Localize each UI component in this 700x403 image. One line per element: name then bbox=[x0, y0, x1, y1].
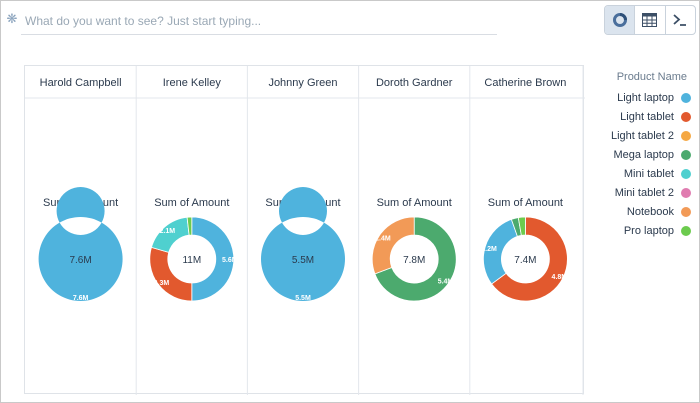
legend-title: Product Name bbox=[616, 71, 687, 83]
donut-total: 11M bbox=[182, 255, 201, 266]
slice-label: 2.1M bbox=[160, 228, 176, 235]
donut-total: 5.5M bbox=[292, 255, 314, 266]
donut-slice[interactable] bbox=[491, 216, 568, 302]
donut-slice[interactable] bbox=[38, 187, 123, 301]
slice-label: 2.2M bbox=[481, 246, 497, 253]
legend-swatch bbox=[681, 169, 691, 179]
legend-swatch bbox=[681, 206, 691, 217]
donut-slice[interactable] bbox=[186, 216, 193, 236]
slice-label: 5.4M bbox=[438, 279, 454, 286]
column-header: Doroth Gardner bbox=[376, 77, 453, 89]
legend-item-label: Light tablet 2 bbox=[611, 130, 674, 143]
chart-panel: Harold Campbell Sum of Amount 7.6M 7.6M Iren… bbox=[24, 65, 585, 395]
legend-swatch bbox=[681, 150, 691, 161]
measure-label: Sum of Amount bbox=[488, 197, 563, 209]
legend-item-label: Mini tablet 2 bbox=[614, 186, 674, 199]
legend-item-label: Light tablet bbox=[620, 111, 674, 124]
legend: Product Name Light laptop Light tablet Lig… bbox=[591, 65, 691, 240]
donut-slice[interactable] bbox=[260, 187, 345, 301]
slice-label: 7.6M bbox=[73, 295, 89, 302]
donut-total: 7.6M bbox=[69, 255, 91, 266]
slice-label: 2.4M bbox=[375, 235, 391, 242]
column-header: Irene Kelley bbox=[163, 77, 222, 89]
donut-total: 7.8M bbox=[403, 255, 425, 266]
legend-item[interactable]: Mini tablet 2 bbox=[591, 183, 691, 202]
legend-swatch bbox=[681, 225, 691, 236]
donut-chart-icon bbox=[612, 13, 627, 27]
legend-item[interactable]: Notebook bbox=[591, 202, 691, 221]
legend-swatch bbox=[681, 187, 691, 198]
donut-slice[interactable] bbox=[191, 216, 235, 302]
search-bar: ❋ bbox=[1, 1, 699, 41]
view-toggle bbox=[604, 5, 696, 35]
donut-view-button[interactable] bbox=[605, 6, 636, 34]
donut-slice[interactable] bbox=[517, 216, 526, 236]
terminal-icon bbox=[673, 14, 687, 26]
measure-label: Sum of Amount bbox=[154, 197, 229, 209]
legend-swatch bbox=[681, 93, 691, 104]
legend-item[interactable]: Light tablet 2 bbox=[591, 127, 691, 146]
donut-chart-grid: Harold Campbell Sum of Amount 7.6M 7.6M Iren… bbox=[25, 66, 585, 395]
table-view-button[interactable] bbox=[635, 6, 666, 34]
slice-label: 5.5M bbox=[295, 295, 311, 302]
legend-item[interactable]: Mini tablet bbox=[591, 165, 691, 184]
donut-slice[interactable] bbox=[374, 216, 457, 302]
column-header: Catherine Brown bbox=[484, 77, 566, 89]
column-header: Johnny Green bbox=[268, 77, 337, 89]
slice-label: 4.8M bbox=[552, 274, 568, 281]
query-view-button[interactable] bbox=[666, 6, 695, 34]
legend-item[interactable]: Light laptop bbox=[591, 89, 691, 108]
table-grid-icon bbox=[642, 13, 658, 27]
legend-item[interactable]: Mega laptop bbox=[591, 146, 691, 165]
sparkle-icon: ❋ bbox=[6, 11, 18, 26]
legend-swatch bbox=[681, 131, 691, 142]
legend-swatch bbox=[681, 112, 691, 123]
slice-label: 3.3M bbox=[154, 280, 170, 287]
donut-slice[interactable] bbox=[371, 216, 415, 275]
legend-item-label: Pro laptop bbox=[623, 224, 674, 237]
donut-total: 7.4M bbox=[514, 255, 536, 266]
legend-item-label: Mini tablet bbox=[623, 168, 674, 180]
search-input[interactable] bbox=[21, 7, 497, 35]
legend-item[interactable]: Pro laptop bbox=[591, 221, 691, 240]
measure-label: Sum of Amount bbox=[377, 197, 452, 209]
legend-item[interactable]: Light tablet bbox=[591, 108, 691, 127]
column-header: Harold Campbell bbox=[40, 77, 122, 89]
slice-label: 5.6M bbox=[222, 257, 238, 264]
legend-item-label: Mega laptop bbox=[613, 149, 674, 162]
legend-item-label: Light laptop bbox=[617, 92, 674, 105]
legend-item-label: Notebook bbox=[626, 205, 674, 218]
